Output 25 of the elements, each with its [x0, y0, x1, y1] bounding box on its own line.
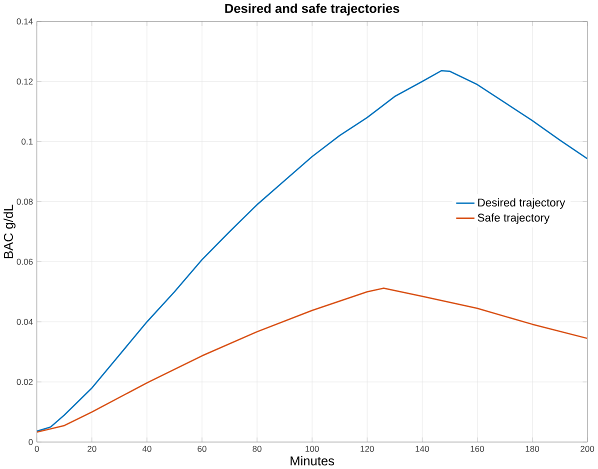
- x-tick-label: 60: [198, 446, 206, 452]
- y-tick-label: 0.12: [16, 78, 33, 85]
- legend-label: Desired trajectory: [478, 198, 566, 209]
- y-tick-label: 0: [28, 439, 33, 446]
- y-tick-label: 0.04: [16, 318, 33, 325]
- y-tick-label: 0.08: [16, 198, 33, 205]
- x-tick-label: 20: [88, 446, 96, 452]
- x-tick-label: 80: [252, 446, 262, 452]
- x-tick-label: 160: [470, 446, 484, 452]
- x-tick-label: 100: [306, 446, 319, 452]
- x-tick-label: 200: [580, 446, 594, 452]
- chart-title: Desired and safe trajectories: [225, 4, 400, 16]
- x-tick-label: 140: [416, 446, 429, 452]
- y-tick-label: 0.1: [22, 138, 33, 145]
- x-tick-label: 40: [142, 446, 152, 452]
- x-tick-label: 120: [360, 446, 374, 452]
- y-tick-label: 0.02: [16, 378, 33, 385]
- y-axis-title: BAC g/dL: [4, 204, 16, 258]
- y-tick-label: 0.06: [16, 258, 33, 265]
- x-tick-label: 180: [526, 446, 540, 452]
- x-tick-label: 0: [34, 446, 39, 452]
- line-series: [36, 288, 588, 433]
- y-tick-label: 0.14: [16, 18, 33, 24]
- legend-label: Safe trajectory: [478, 213, 550, 224]
- x-axis-title: Minutes: [290, 456, 334, 466]
